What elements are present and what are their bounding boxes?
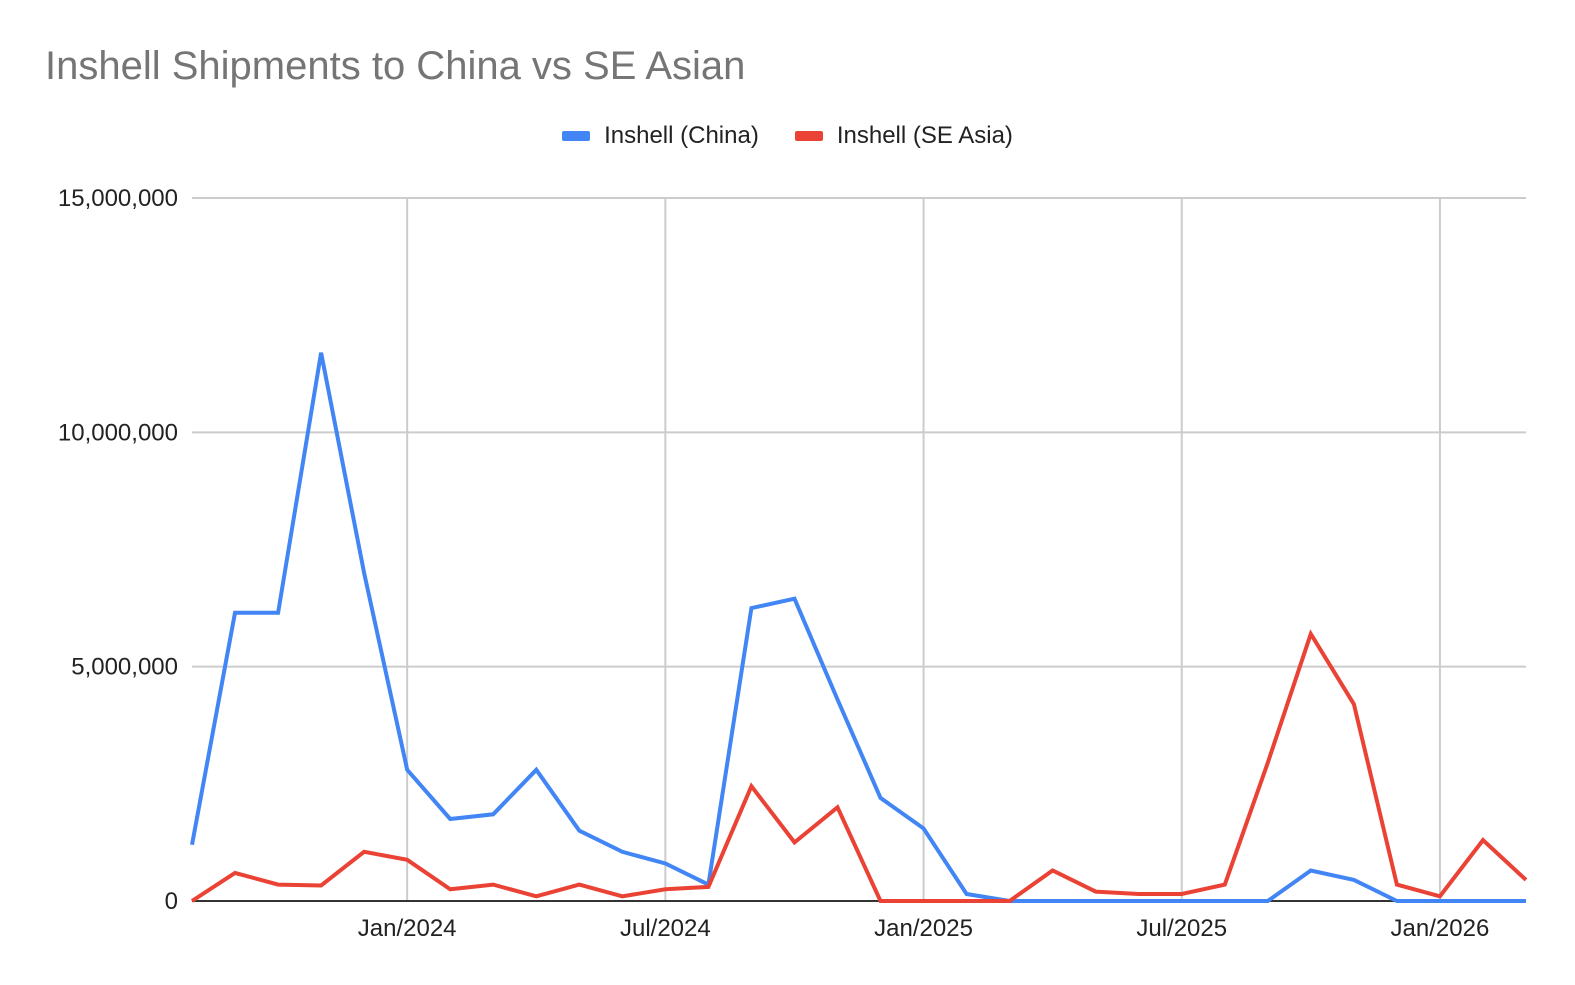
chart-title: Inshell Shipments to China vs SE Asian	[45, 44, 746, 88]
x-tick-label: Jul/2025	[1136, 915, 1227, 942]
x-tick-label: Jul/2024	[620, 915, 711, 942]
series-line-china	[190, 352, 1526, 903]
legend-label-china: Inshell (China)	[604, 122, 759, 149]
x-tick-label: Jan/2024	[358, 915, 457, 942]
legend-swatch-se-asia	[794, 131, 823, 141]
x-tick-label: Jan/2026	[1391, 915, 1490, 942]
y-tick-label: 5,000,000	[71, 654, 178, 681]
y-tick-label: 10,000,000	[58, 419, 178, 446]
y-tick-label: 15,000,000	[58, 185, 178, 212]
y-tick-label: 0	[165, 888, 178, 915]
x-tick-label: Jan/2025	[874, 915, 973, 942]
legend-label-se-asia: Inshell (SE Asia)	[836, 122, 1013, 149]
chart-legend: Inshell (China) Inshell (SE Asia)	[0, 122, 1575, 150]
series-line-se-asia	[190, 629, 1528, 903]
legend-swatch-china	[562, 131, 591, 141]
legend-item-se-asia[interactable]: Inshell (SE Asia)	[794, 122, 1013, 150]
legend-item-china[interactable]: Inshell (China)	[562, 122, 759, 150]
